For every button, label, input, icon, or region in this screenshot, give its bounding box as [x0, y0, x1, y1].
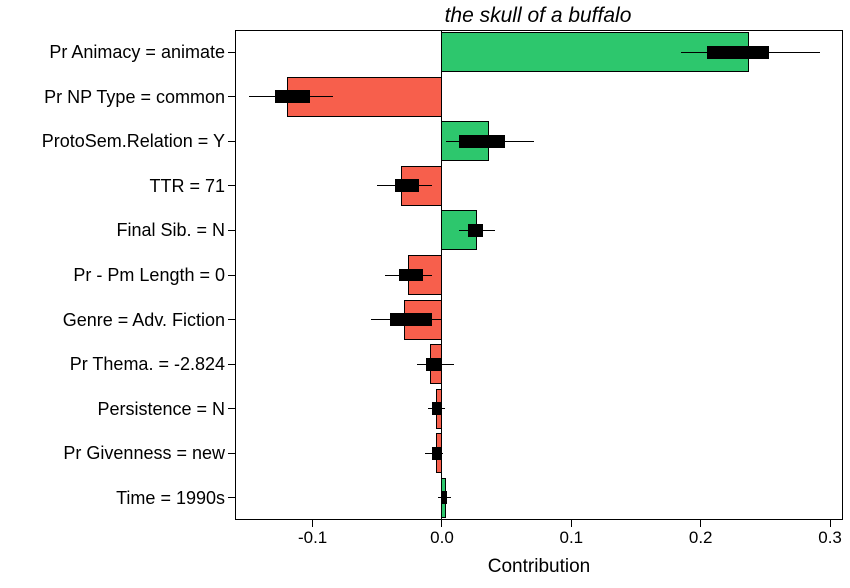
y-category-label: Pr Givenness = new — [63, 444, 225, 462]
y-tick — [228, 185, 235, 186]
box — [442, 491, 447, 504]
y-tick — [228, 96, 235, 97]
chart-title: the skull of a buffalo — [338, 4, 738, 28]
box — [275, 90, 310, 103]
box — [459, 135, 506, 148]
y-category-label: TTR = 71 — [149, 177, 225, 195]
y-tick — [228, 453, 235, 454]
x-tick — [830, 520, 831, 527]
y-tick — [228, 141, 235, 142]
box — [432, 402, 441, 415]
y-category-label: Persistence = N — [97, 400, 225, 418]
x-tick-label: 0.2 — [689, 528, 713, 548]
x-axis-title: Contribution — [488, 556, 590, 578]
y-tick — [228, 497, 235, 498]
y-category-label: ProtoSem.Relation = Y — [42, 132, 225, 150]
box — [426, 358, 440, 371]
y-tick — [228, 364, 235, 365]
y-tick — [228, 275, 235, 276]
x-tick — [441, 520, 442, 527]
x-tick — [571, 520, 572, 527]
y-category-label: Pr NP Type = common — [44, 88, 225, 106]
y-tick — [228, 408, 235, 409]
y-category-label: Time = 1990s — [116, 489, 225, 507]
x-tick-label: 0.3 — [818, 528, 842, 548]
x-tick-label: 0.1 — [560, 528, 584, 548]
y-category-label: Pr Thema. = -2.824 — [70, 355, 225, 373]
box — [432, 447, 441, 460]
y-category-label: Pr Animacy = animate — [49, 43, 225, 61]
box — [399, 269, 422, 282]
box — [707, 46, 769, 59]
zero-line — [441, 30, 442, 520]
y-category-label: Final Sib. = N — [116, 221, 225, 239]
contribution-chart: the skull of a buffalo Pr Animacy = anim… — [0, 0, 850, 588]
box — [395, 179, 418, 192]
y-category-label: Pr - Pm Length = 0 — [73, 266, 225, 284]
x-tick — [700, 520, 701, 527]
y-tick — [228, 52, 235, 53]
y-category-label: Genre = Adv. Fiction — [63, 311, 225, 329]
box — [468, 224, 484, 237]
y-tick — [228, 319, 235, 320]
y-tick — [228, 230, 235, 231]
box — [390, 313, 431, 326]
x-tick — [312, 520, 313, 527]
x-tick-label: 0.0 — [430, 528, 454, 548]
x-tick-label: -0.1 — [298, 528, 327, 548]
